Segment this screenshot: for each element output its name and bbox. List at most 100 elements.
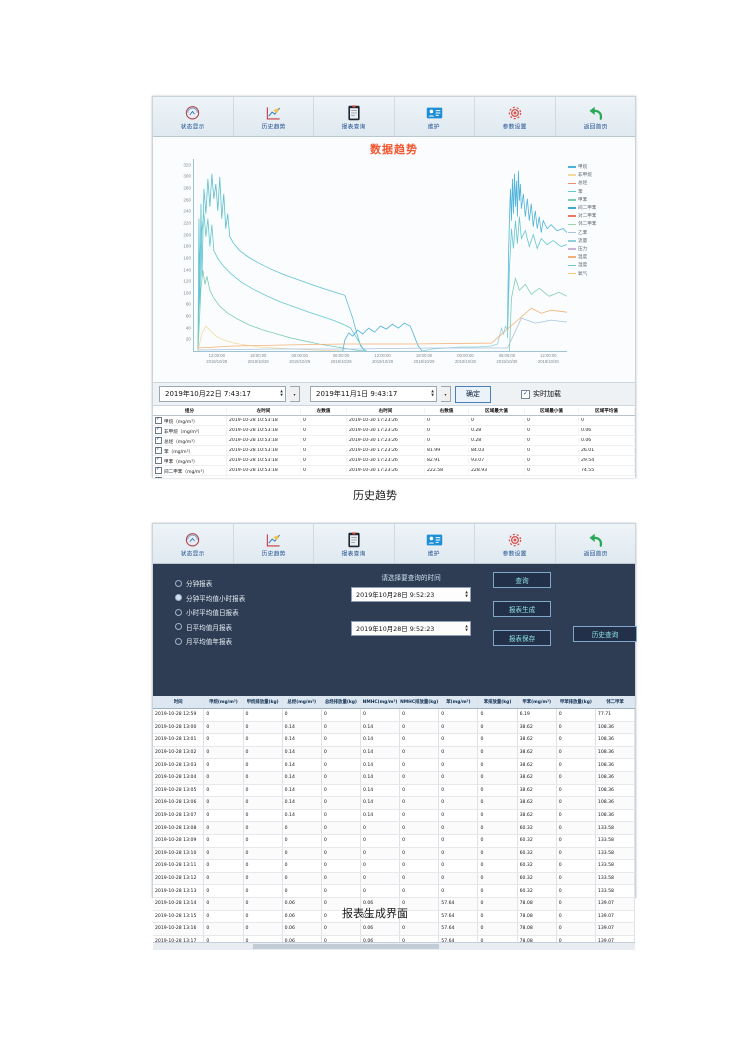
report-start-spinner[interactable]: ▲ ▼ — [465, 589, 468, 598]
report-table-row[interactable]: 2019-10-28 13:06 0 0 0.14 0 0.14 0 0 0 38.62 0 108.… — [153, 797, 635, 810]
radio-icon[interactable] — [175, 594, 182, 602]
report-column-header[interactable]: 甲烷(mg/m³) — [204, 696, 244, 708]
column-header[interactable]: 左时间 — [227, 407, 301, 414]
legend-item[interactable]: 总烃 — [568, 179, 632, 187]
report-table-row[interactable]: 2019-10-28 13:03 0 0 0.14 0 0.14 0 0 0 38.62 0 108.… — [153, 759, 635, 772]
legend-item[interactable]: 压力 — [568, 245, 632, 253]
start-datetime-input[interactable]: 2019年10月22日 7:43:17 ▲ ▼ — [159, 386, 286, 402]
component-checkbox[interactable] — [155, 416, 162, 424]
start-calendar-dropdown-icon[interactable]: ▾ — [290, 386, 300, 402]
component-checkbox[interactable] — [155, 456, 162, 464]
toolbar-item-6[interactable]: 返回首页 — [556, 524, 636, 563]
legend-item[interactable]: 氧气 — [568, 269, 632, 277]
toolbar-item-3[interactable]: 报表查询 — [314, 524, 395, 563]
report-table-row[interactable]: 2019-10-28 13:05 0 0 0.14 0 0.14 0 0 0 38.62 0 108.… — [153, 784, 635, 798]
toolbar-item-4[interactable]: 维护 — [395, 524, 475, 563]
table-row[interactable]: 甲烷（mg/m³）2019-10-28 10:53:1802019-10-30 … — [153, 416, 635, 426]
radio-icon[interactable] — [175, 579, 182, 587]
report-table-row[interactable]: 2019-10-28 13:04 0 0 0.14 0 0.14 0 0 0 38.62 0 108.… — [153, 771, 635, 785]
report-end-time-input[interactable]: 2019年10月28日 9:52:23 ▲ ▼ — [351, 621, 471, 636]
report-table-row[interactable]: 2019-10-28 13:00 0 0 0.14 0 0.14 0 0 0 38.62 0 108.… — [153, 721, 635, 735]
report-table-row[interactable]: 2019-10-28 13:09 0 0 0 0 0 0 0 0 60.32 0 133.58 — [153, 834, 635, 848]
radio-icon[interactable] — [175, 637, 182, 645]
column-header[interactable]: 区域平均值 — [579, 407, 635, 414]
report-table-row[interactable]: 2019-10-28 13:13 0 0 0 0 0 0 0 0 60.32 0 133.58 — [153, 885, 635, 898]
component-name-cell[interactable]: 非甲烷（mg/m³） — [153, 426, 227, 435]
legend-item[interactable]: 邻二甲苯 — [568, 220, 632, 228]
table-row[interactable]: 间二甲苯（mg/m³）2019-10-28 10:53:1802019-10-3… — [153, 466, 635, 476]
end-spinner[interactable]: ▲ ▼ — [431, 389, 434, 397]
report-column-header[interactable]: 总烃排放量(kg) — [322, 696, 361, 708]
report-table-row[interactable]: 2019-10-28 13:01 0 0 0.14 0 0.14 0 0 0 38.62 0 108.… — [153, 734, 635, 747]
report-type-option-2[interactable]: 分钟平均值小时报表 — [175, 591, 245, 606]
component-checkbox[interactable] — [155, 466, 162, 474]
legend-item[interactable]: 流量 — [568, 237, 632, 245]
report-type-option-1[interactable]: 分钟报表 — [175, 576, 245, 591]
report-end-spinner[interactable]: ▲ ▼ — [465, 623, 468, 632]
table-row[interactable]: 非甲烷（mg/m³）2019-10-28 10:53:1802019-10-30… — [153, 426, 635, 436]
report-table-row[interactable]: 2019-10-28 13:02 0 0 0.14 0 0.14 0 0 0 38.62 0 108.… — [153, 746, 635, 760]
component-name-cell[interactable]: 对二甲苯（mg/m³） — [153, 476, 227, 478]
report-column-header[interactable]: 时间 — [153, 696, 205, 708]
table-row[interactable]: 甲苯（mg/m³）2019-10-28 10:53:1802019-10-30 … — [153, 456, 635, 466]
report-table-row[interactable]: 2019-10-28 13:14 0 0 0.06 0 0.06 0 57.64 0 78.08 0… — [153, 897, 635, 911]
report-column-header[interactable]: 甲苯(mg/m³) — [518, 696, 557, 708]
component-name-cell[interactable]: 间二甲苯（mg/m³） — [153, 466, 227, 475]
report-table-row[interactable]: 2019-10-28 13:17 0 0 0.06 0 0.06 0 57.64 0 78.08 0… — [153, 935, 635, 942]
report-column-header[interactable]: 甲烷排放量(kg) — [244, 696, 283, 708]
report-column-header[interactable]: 苯排放量(kg) — [478, 696, 518, 708]
start-spinner[interactable]: ▲ ▼ — [280, 389, 283, 397]
history-query-button[interactable]: 历史查询 — [573, 626, 637, 642]
component-name-cell[interactable]: 甲烷（mg/m³） — [153, 416, 227, 425]
table-row[interactable]: 对二甲苯（mg/m³）2019-10-28 10:53:1802019-10-3… — [153, 476, 635, 478]
report-column-header[interactable]: 总烃(mg/m³) — [283, 696, 322, 708]
report-type-option-4[interactable]: 日平均值月报表 — [175, 620, 245, 635]
toolbar-item-1[interactable]: 状态显示 — [153, 97, 234, 136]
legend-item[interactable]: 甲烷 — [568, 163, 632, 171]
toolbar-item-2[interactable]: 历史趋势 — [234, 97, 314, 136]
generate-report-button[interactable]: 报表生成 — [493, 601, 551, 617]
report-column-header[interactable]: NMHC(mg/m³) — [361, 696, 401, 708]
toolbar-item-5[interactable]: 参数设置 — [475, 97, 556, 136]
report-table-row[interactable]: 2019-10-28 13:11 0 0 0 0 0 0 0 0 60.32 0 133.58 — [153, 860, 635, 873]
toolbar-item-3[interactable]: 报表查询 — [314, 97, 395, 136]
column-header[interactable]: 组分 — [153, 407, 227, 414]
toolbar-item-4[interactable]: 维护 — [395, 97, 475, 136]
report-table-row[interactable]: 2019-10-28 13:10 0 0 0 0 0 0 0 0 60.32 0 133.58 — [153, 847, 635, 861]
column-header[interactable]: 左数值 — [301, 407, 347, 414]
report-type-option-3[interactable]: 小时平均值日报表 — [175, 605, 245, 620]
report-table-row[interactable]: 2019-10-28 12:59 0 0 0 0 0 0 0 0 6.19 0 77.71 — [153, 709, 635, 722]
report-table-row[interactable]: 2019-10-28 13:12 0 0 0 0 0 0 0 0 60.32 0 133.58 — [153, 872, 635, 886]
legend-item[interactable]: 苯 — [568, 188, 632, 196]
query-button[interactable]: 查询 — [493, 572, 551, 588]
column-header[interactable]: 区域最大值 — [469, 407, 525, 414]
legend-item[interactable]: 湿度 — [568, 261, 632, 269]
component-checkbox[interactable] — [155, 446, 162, 454]
column-header[interactable]: 右数值 — [425, 407, 469, 414]
toolbar-item-5[interactable]: 参数设置 — [475, 524, 556, 563]
legend-item[interactable]: 对二甲苯 — [568, 212, 632, 220]
report-column-header[interactable]: 苯(mg/m³) — [439, 696, 479, 708]
report-column-header[interactable]: NMHC排放量(kg) — [400, 696, 440, 708]
realtime-load-checkbox[interactable]: ✓ 实时加载 — [521, 389, 561, 399]
legend-item[interactable]: 温度 — [568, 253, 632, 261]
component-name-cell[interactable]: 甲苯（mg/m³） — [153, 456, 227, 465]
column-header[interactable]: 右时间 — [347, 407, 425, 414]
report-table-row[interactable]: 2019-10-28 13:07 0 0 0.14 0 0.14 0 0 0 38.62 0 108.… — [153, 809, 635, 823]
column-header[interactable]: 区域最小值 — [525, 407, 579, 414]
component-checkbox[interactable] — [155, 436, 162, 444]
report-table-row[interactable]: 2019-10-28 13:15 0 0 0.06 0 0.06 0 57.64 0 78.08 0… — [153, 910, 635, 924]
toolbar-item-1[interactable]: 状态显示 — [153, 524, 234, 563]
component-name-cell[interactable]: 总烃（mg/m³） — [153, 436, 227, 445]
component-checkbox[interactable] — [155, 476, 162, 478]
component-name-cell[interactable]: 苯（mg/m³） — [153, 446, 227, 455]
report-start-time-input[interactable]: 2019年10月28日 9:52:23 ▲ ▼ — [351, 587, 471, 602]
end-calendar-dropdown-icon[interactable]: ▾ — [441, 386, 451, 402]
table-row[interactable]: 总烃（mg/m³）2019-10-28 10:53:1802019-10-30 … — [153, 436, 635, 446]
report-table-row[interactable]: 2019-10-28 13:08 0 0 0 0 0 0 0 0 60.32 0 133.58 — [153, 822, 635, 835]
component-checkbox[interactable] — [155, 426, 162, 434]
confirm-button[interactable]: 确定 — [455, 385, 491, 403]
legend-item[interactable]: 间二甲苯 — [568, 204, 632, 212]
report-column-header[interactable]: 邻二甲苯 — [596, 696, 635, 708]
